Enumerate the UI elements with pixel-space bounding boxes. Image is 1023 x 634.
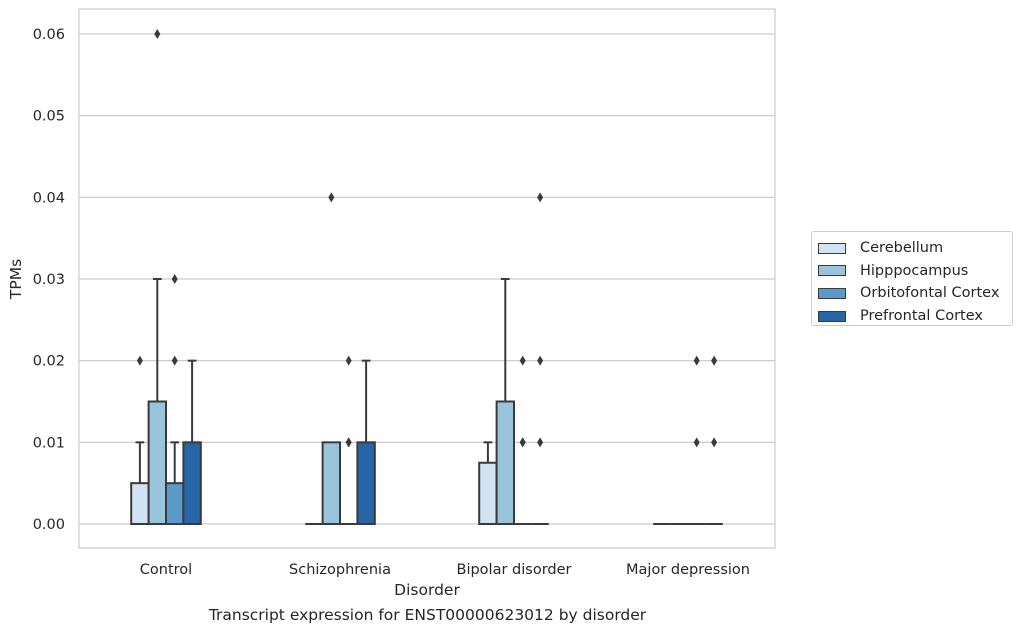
legend-item: Orbitofontal Cortex [818,282,1012,305]
box [165,482,185,525]
legend-item: Prefrontal Cortex [818,305,1012,328]
x-tick-label: Major depression [626,562,750,578]
y-tick-label: 0.02 [33,354,65,370]
box-group [182,359,202,526]
legend-swatch [818,287,846,299]
x-axis-label: Disorder [394,581,460,599]
outlier-point [136,355,143,366]
outlier-point [171,355,178,366]
outlier-point [154,29,161,39]
outlier-point [345,355,352,366]
box-group [531,192,549,525]
box-group [340,355,358,525]
outlier-point [328,192,335,203]
box [321,441,342,526]
box-group [130,355,150,525]
x-tick-label: Schizophrenia [289,562,391,578]
box-group [321,192,342,526]
legend-swatch [818,310,846,322]
outlier-point [345,437,352,448]
outlier-point [519,355,526,366]
y-tick-label: 0.04 [33,190,65,206]
x-tick-label: Bipolar disorder [457,562,572,578]
outlier-point [693,437,700,448]
box-group [495,278,516,525]
box-group [514,355,532,525]
box [182,441,202,526]
y-axis-label: TPMs [7,259,25,300]
legend-label: Cerebellum [860,240,944,257]
box-group [705,355,723,525]
box [356,441,376,526]
y-tick-labels: 0.00 0.01 0.02 0.03 0.04 0.05 0.06 [33,27,65,533]
box-group [147,29,168,525]
legend-swatch [818,242,846,254]
box-group [165,274,185,525]
box-group [356,359,376,526]
y-tick-label: 0.05 [33,109,65,125]
legend-label: Orbitofontal Cortex [860,285,1000,302]
legend-swatch [818,265,846,277]
y-tick-label: 0.01 [33,435,65,451]
box-group [478,441,498,525]
outlier-point [537,437,544,448]
legend: Cerebellum Hipppocampus Orbitofontal Corte… [811,231,1013,326]
x-tick-labels: Control Schizophrenia Bipolar disorder Majo… [140,562,750,578]
plot-area [78,8,776,549]
outlier-point [537,192,544,203]
box [130,482,150,525]
outlier-point [537,355,544,366]
chart-caption: Transcript expression for ENST0000062301… [208,606,647,624]
outlier-point [711,355,718,366]
outlier-point [693,355,700,366]
y-tick-label: 0.00 [33,517,65,533]
legend-label: Prefrontal Cortex [860,308,983,325]
y-tick-label: 0.03 [33,272,65,288]
legend-item: Hipppocampus [818,260,1012,283]
outlier-point [171,274,178,284]
legend-item: Cerebellum [818,237,1012,260]
box [495,400,516,525]
x-tick-label: Control [140,562,192,578]
y-tick-label: 0.06 [33,27,65,43]
box-marks [130,29,723,526]
box-group [688,355,706,525]
box [147,400,168,525]
outlier-point [711,437,718,448]
outlier-point [519,437,526,448]
box [478,461,498,525]
legend-label: Hipppocampus [860,262,969,279]
